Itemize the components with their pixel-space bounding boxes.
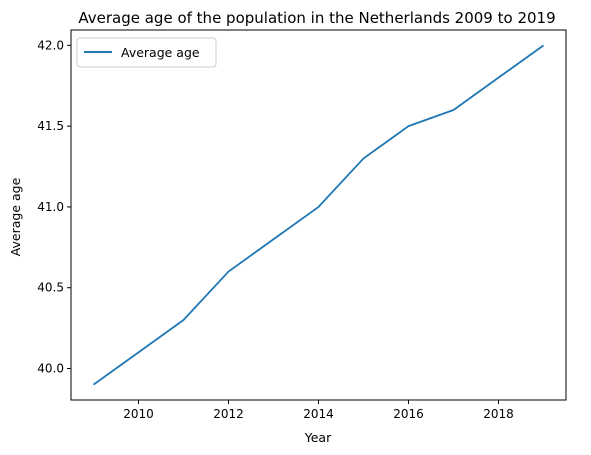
y-axis-label: Average age (8, 177, 23, 256)
y-tick-label: 40.5 (37, 281, 64, 295)
legend: Average age (76, 37, 217, 68)
y-tick-label: 40.0 (37, 361, 64, 375)
x-axis-label: Year (304, 430, 332, 445)
plot-frame (70, 29, 567, 401)
x-tick-label: 2010 (123, 407, 154, 421)
series-line-average-age (92, 44, 545, 386)
x-tick-label: 2014 (303, 407, 334, 421)
chart-title: Average age of the population in the Net… (78, 9, 555, 27)
y-tick-label: 42.0 (37, 38, 64, 52)
legend-label-average-age: Average age (121, 45, 200, 60)
x-tick-label: 2012 (213, 407, 244, 421)
x-axis: 2010 2012 2014 2016 2018 (123, 400, 514, 421)
y-axis: 40.0 40.5 41.0 41.5 42.0 (37, 38, 71, 375)
x-tick-label: 2016 (393, 407, 424, 421)
x-tick-label: 2018 (483, 407, 514, 421)
y-tick-label: 41.5 (37, 119, 64, 133)
y-tick-label: 41.0 (37, 200, 64, 214)
plot-area: 2010 2012 2014 2016 2018 40.0 40.5 41.0 41.5 42.… (37, 29, 567, 421)
series-layer (92, 44, 545, 386)
legend-box (76, 37, 217, 68)
